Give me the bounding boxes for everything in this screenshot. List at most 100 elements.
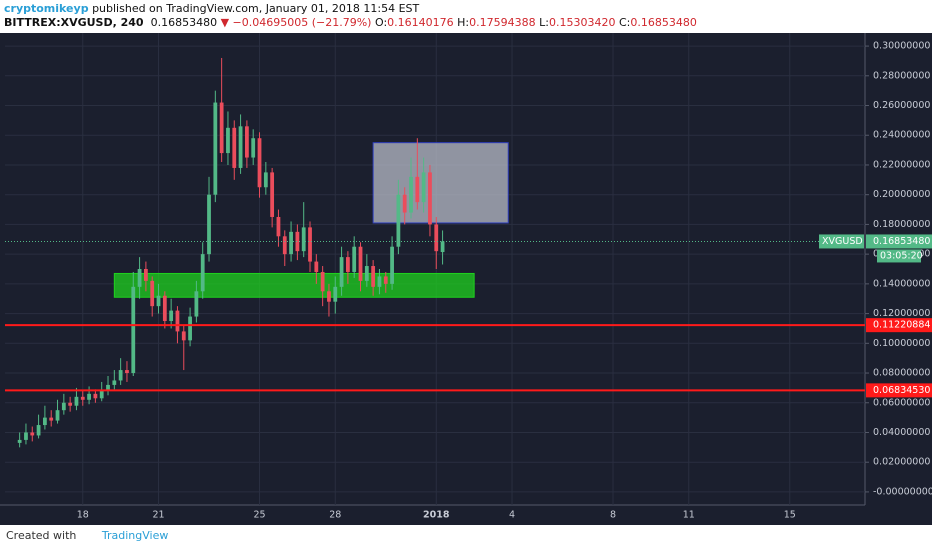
candle-body <box>352 246 357 272</box>
candle-body <box>137 269 142 287</box>
candle-body <box>314 261 319 272</box>
x-tick-label: 28 <box>329 510 341 521</box>
candle-body <box>156 295 161 307</box>
candle-body <box>162 295 167 322</box>
countdown-label: 03:05:20 <box>880 250 923 261</box>
zone <box>372 142 509 224</box>
candle-body <box>93 393 98 399</box>
candle-body <box>99 390 104 399</box>
candle-body <box>131 286 136 374</box>
x-tick-label: 2018 <box>423 510 450 521</box>
candle-body <box>112 380 117 385</box>
candle-body <box>371 266 376 287</box>
candle-body <box>289 231 293 255</box>
x-tick-label: 18 <box>77 510 89 521</box>
candle-body <box>327 291 331 302</box>
candle-body <box>383 276 388 284</box>
candle-body <box>345 257 350 272</box>
price-label: 0.06834530 <box>873 385 930 396</box>
last: 0.16853480 <box>150 16 218 29</box>
candle-body <box>301 227 306 252</box>
y-tick-label: 0.12000000 <box>873 308 930 319</box>
candle-body <box>125 370 129 374</box>
candle-body <box>30 432 35 436</box>
ohlc-c: C: <box>618 16 631 29</box>
footer: Created with TradingView <box>6 529 168 542</box>
candle-body <box>200 254 205 292</box>
x-tick-label: 21 <box>152 510 164 521</box>
candle-body <box>207 194 211 255</box>
y-tick-label: 0.30000000 <box>873 41 930 52</box>
candle-body <box>377 276 382 287</box>
candle-body <box>244 126 249 158</box>
candle-body <box>68 402 73 406</box>
candle-body <box>421 172 426 203</box>
candle-body <box>80 396 85 400</box>
candle-body <box>263 172 268 188</box>
ohlc-h-value: 0.17594388 <box>469 16 536 29</box>
candle-body <box>238 126 243 168</box>
candle-body <box>87 393 91 400</box>
candle-body <box>402 194 407 213</box>
candle-body <box>226 127 230 154</box>
x-tick-label: 25 <box>253 510 265 521</box>
candle-body <box>396 194 401 247</box>
candle-body <box>61 402 66 411</box>
candle-body <box>295 231 300 252</box>
y-tick-label: 0.26000000 <box>873 100 930 111</box>
price-tag <box>866 318 932 333</box>
candle-body <box>251 138 256 158</box>
chart: -0.00000000 0.02000000 0.04000000 0.0600000… <box>0 33 932 525</box>
header: cryptomikeyp published on TradingView.co… <box>4 2 697 30</box>
price-tag <box>866 383 932 398</box>
candle-body <box>409 176 413 213</box>
y-tick-label: 0.20000000 <box>873 189 930 200</box>
candle-body <box>118 370 123 381</box>
y-tick-label: 0.06000000 <box>873 397 930 408</box>
candle-body <box>320 271 325 292</box>
candle-body <box>219 102 224 154</box>
candle-body <box>333 286 338 302</box>
ohlc-h: H: <box>457 16 470 29</box>
y-tick-label: 0.22000000 <box>873 159 930 170</box>
symbol: BITTREX:XVGUSD, 240 <box>4 16 144 29</box>
candle-body <box>36 425 41 436</box>
zone <box>113 272 475 298</box>
price-tag <box>866 234 932 249</box>
x-tick-label: 8 <box>610 510 616 521</box>
x-tick-label: 15 <box>784 510 796 521</box>
price-label: 0.11220884 <box>873 320 930 331</box>
y-tick-label: 0.14000000 <box>873 278 930 289</box>
candle-body <box>143 269 148 281</box>
candle-body <box>282 236 287 255</box>
candle-body <box>257 138 262 188</box>
symbol-tag <box>819 234 864 249</box>
candle-body <box>43 417 47 426</box>
change: ▼ −0.04695005 (−21.79%) <box>220 16 372 29</box>
ohlc-o-value: 0.16140176 <box>387 16 454 29</box>
y-tick-label: 0.08000000 <box>873 368 930 379</box>
ohlc-o: O: <box>374 16 388 29</box>
published: published on TradingView.com, January 01… <box>92 2 420 15</box>
candle-body <box>188 316 192 341</box>
countdown-tag <box>877 249 921 263</box>
candle-body <box>390 246 394 284</box>
y-tick-label: -0.00000000 <box>873 486 932 497</box>
candle-body <box>339 257 344 287</box>
candle-body <box>358 246 363 281</box>
ohlc-l: L: <box>539 16 549 29</box>
ohlc-l-value: 0.15303420 <box>548 16 616 29</box>
candle-body <box>440 241 445 253</box>
candle-body <box>49 417 54 421</box>
candle-body <box>106 384 110 391</box>
footer-brand[interactable]: TradingView <box>101 529 169 542</box>
candle-body <box>150 280 155 307</box>
y-tick-label: 0.04000000 <box>873 427 930 438</box>
candle-body <box>276 216 281 237</box>
candle-body <box>270 172 275 217</box>
symbol-label: XVGUSD <box>822 236 863 247</box>
y-tick-label: 0.10000000 <box>873 338 930 349</box>
candle-body <box>175 310 180 332</box>
author[interactable]: cryptomikeyp <box>4 2 89 15</box>
